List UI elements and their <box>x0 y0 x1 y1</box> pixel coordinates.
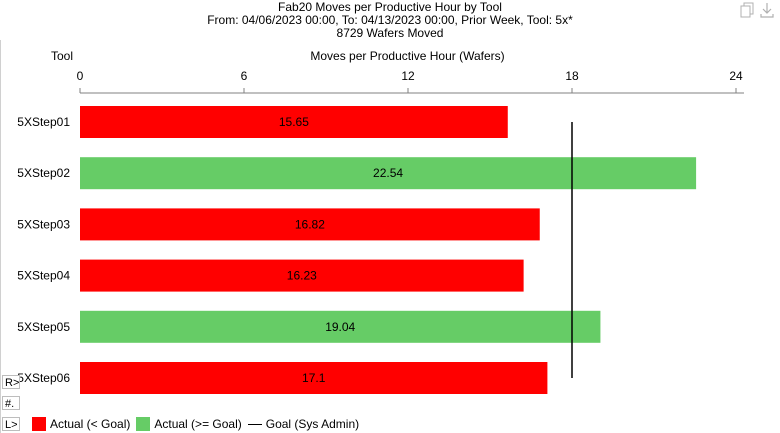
x-tick-label: 18 <box>565 69 579 83</box>
x-tick-label: 6 <box>241 69 248 83</box>
chart-header: Fab20 Moves per Productive Hour by Tool … <box>0 0 780 40</box>
bar <box>80 106 508 138</box>
side-button-hash[interactable]: #. <box>2 396 20 410</box>
data-label: 16.23 <box>287 269 317 283</box>
chart-toolbar <box>740 2 774 18</box>
category-label: 5XStep06 <box>17 371 70 385</box>
x-tick-label: 0 <box>77 69 84 83</box>
bar <box>80 362 548 394</box>
category-label: 5XStep02 <box>17 166 70 180</box>
legend-item-above-goal: Actual (>= Goal) <box>136 417 242 431</box>
category-axis-title: Tool <box>51 49 74 63</box>
category-label: 5XStep03 <box>17 217 70 231</box>
legend-swatch-below-goal <box>32 417 46 431</box>
bar <box>80 208 540 241</box>
legend: Actual (< Goal) Actual (>= Goal) Goal (S… <box>32 417 365 431</box>
legend-swatch-above-goal <box>136 417 151 431</box>
side-button-r[interactable]: R> <box>2 375 20 389</box>
data-label: 19.04 <box>325 320 355 334</box>
category-label: 5XStep01 <box>17 115 70 129</box>
x-tick-label: 12 <box>401 69 415 83</box>
bar <box>80 157 697 190</box>
x-tick-label: 24 <box>729 69 743 83</box>
data-label: 16.82 <box>295 217 325 231</box>
x-axis-title: Moves per Productive Hour (Wafers) <box>310 49 505 63</box>
data-label: 17.1 <box>302 371 326 385</box>
bar <box>80 310 601 343</box>
category-label: 5XStep04 <box>17 269 70 283</box>
side-button-l[interactable]: L> <box>2 417 20 431</box>
legend-swatch-goal <box>247 423 262 425</box>
chart-subtitle-wafers: 8729 Wafers Moved <box>336 26 444 40</box>
legend-item-goal: Goal (Sys Admin) <box>247 417 360 431</box>
legend-item-below-goal: Actual (< Goal) <box>32 417 130 431</box>
legend-label-goal: Goal (Sys Admin) <box>265 417 360 431</box>
download-icon[interactable] <box>760 2 774 18</box>
chart-subtitle: From: 04/06/2023 00:00, To: 04/13/2023 0… <box>207 13 573 27</box>
legend-label-below-goal: Actual (< Goal) <box>50 417 131 431</box>
copy-icon[interactable] <box>740 2 754 18</box>
data-label: 22.54 <box>373 166 403 180</box>
bar <box>80 259 524 292</box>
legend-label-above-goal: Actual (>= Goal) <box>154 417 242 431</box>
chart-title: Fab20 Moves per Productive Hour by Tool <box>278 0 502 14</box>
data-label: 15.65 <box>279 115 309 129</box>
category-label: 5XStep05 <box>17 320 70 334</box>
